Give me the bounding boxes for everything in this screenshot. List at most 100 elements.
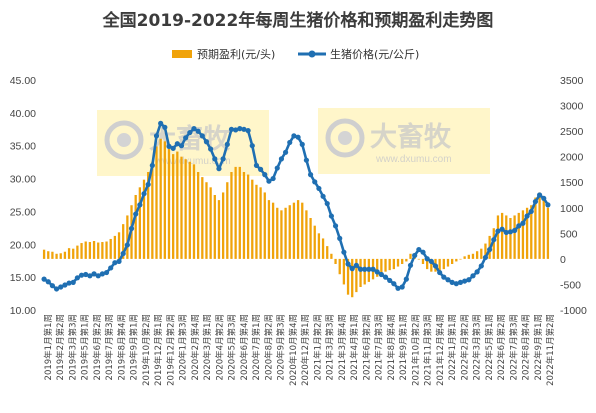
profit-bar <box>459 258 462 260</box>
price-point <box>453 281 459 287</box>
profit-bar <box>517 212 520 259</box>
profit-bar <box>276 207 279 259</box>
profit-bar <box>80 243 83 259</box>
profit-bar <box>509 218 512 259</box>
price-point <box>208 146 214 152</box>
price-point <box>437 269 443 276</box>
x-tick-label: 2022年5月第1周 <box>484 314 495 380</box>
price-point <box>62 282 68 288</box>
watermark-logo-dot <box>338 131 352 145</box>
profit-bar <box>309 218 312 259</box>
price-point <box>499 226 505 232</box>
y-left-tick-label: 35.00 <box>10 141 36 153</box>
y-right-tick-label: 3000 <box>560 101 584 113</box>
price-point <box>512 227 518 234</box>
price-point <box>145 181 151 188</box>
profit-bar <box>513 215 516 259</box>
y-right-tick-label: 1000 <box>560 203 584 215</box>
profit-bar <box>109 238 112 259</box>
profit-bar <box>221 192 225 259</box>
profit-bar <box>475 251 479 259</box>
y-right-tick-label: 500 <box>560 228 578 240</box>
price-point <box>91 271 97 277</box>
profit-bar <box>134 195 137 259</box>
x-tick-label: 2021年6月第2周 <box>361 314 372 380</box>
price-point <box>432 263 439 269</box>
profit-bar <box>284 207 287 259</box>
profit-bar <box>326 246 329 259</box>
profit-bar <box>197 172 200 259</box>
price-point <box>220 156 226 162</box>
profit-bar <box>505 215 508 259</box>
x-tick-label: 2021年10月第2周 <box>410 314 421 386</box>
watermark-url: www.dxumu.com <box>154 156 231 167</box>
profit-bar <box>421 258 425 264</box>
profit-bar <box>51 251 54 259</box>
price-point <box>466 277 472 283</box>
x-tick-label: 2019年8月第4周 <box>116 314 127 380</box>
legend-line-marker <box>308 50 316 58</box>
price-point <box>366 266 372 272</box>
legend-line-label: 生猪价格(元/公斤) <box>330 47 419 61</box>
profit-bar <box>471 253 475 259</box>
price-point <box>524 213 530 219</box>
profit-bar <box>147 172 150 259</box>
x-tick-label: 2022年7月第3周 <box>508 314 519 380</box>
profit-bar <box>480 248 483 259</box>
price-point <box>337 235 343 241</box>
price-point <box>124 242 130 248</box>
profit-bar <box>426 258 429 270</box>
profit-bar <box>251 179 254 259</box>
price-point <box>141 191 147 197</box>
price-point <box>299 141 305 147</box>
price-point <box>78 272 85 278</box>
price-point <box>103 269 110 276</box>
profit-bar <box>42 249 46 259</box>
line-series-price <box>41 120 551 292</box>
x-tick-label: 2021年9月第1周 <box>398 314 409 380</box>
x-tick-label: 2021年8月第4周 <box>386 314 397 380</box>
profit-bar <box>88 242 92 259</box>
profit-bar <box>351 258 354 298</box>
profit-bar <box>492 228 495 259</box>
price-point <box>307 172 314 178</box>
profit-bar <box>542 200 545 259</box>
profit-bar <box>451 258 454 264</box>
x-tick-label: 2022年9月第1周 <box>533 314 544 380</box>
price-point <box>370 266 376 272</box>
chart-title: 全国2019-2022年每周生猪价格和预期盈利走势图 <box>102 11 494 31</box>
x-tick-label: 2020年6月第4周 <box>239 314 250 380</box>
x-tick-label: 2020年7月第1周 <box>251 314 262 380</box>
price-point <box>199 133 205 139</box>
y-right-tick-label: 0 <box>560 254 566 266</box>
price-point <box>357 266 364 272</box>
price-point <box>399 284 405 290</box>
x-tick-label: 2022年6月第2周 <box>496 314 507 380</box>
x-tick-label: 2020年8月第2周 <box>263 314 274 380</box>
price-point <box>545 202 551 208</box>
price-point <box>178 143 185 149</box>
profit-bar <box>246 174 250 259</box>
price-point <box>449 279 455 285</box>
x-tick-label: 2019年3月第3周 <box>67 314 78 380</box>
price-point <box>316 185 322 192</box>
price-point <box>516 223 522 229</box>
y-left-tick-label: 15.00 <box>10 272 36 284</box>
price-point <box>99 271 105 277</box>
price-point <box>253 162 260 169</box>
profit-bar <box>417 258 420 260</box>
x-tick-label: 2020年10月第4周 <box>288 314 299 386</box>
profit-bar <box>334 258 337 264</box>
x-tick-label: 2021年3月第3周 <box>325 314 336 380</box>
price-point <box>403 276 409 282</box>
y-left-tick-label: 40.00 <box>10 108 36 120</box>
price-point <box>528 208 534 215</box>
x-tick-label: 2022年1月第1周 <box>447 314 458 380</box>
profit-bar <box>117 232 121 259</box>
profit-bar <box>209 187 212 259</box>
profit-bar <box>142 179 146 259</box>
profit-bar <box>301 202 304 259</box>
profit-bar <box>226 182 229 259</box>
